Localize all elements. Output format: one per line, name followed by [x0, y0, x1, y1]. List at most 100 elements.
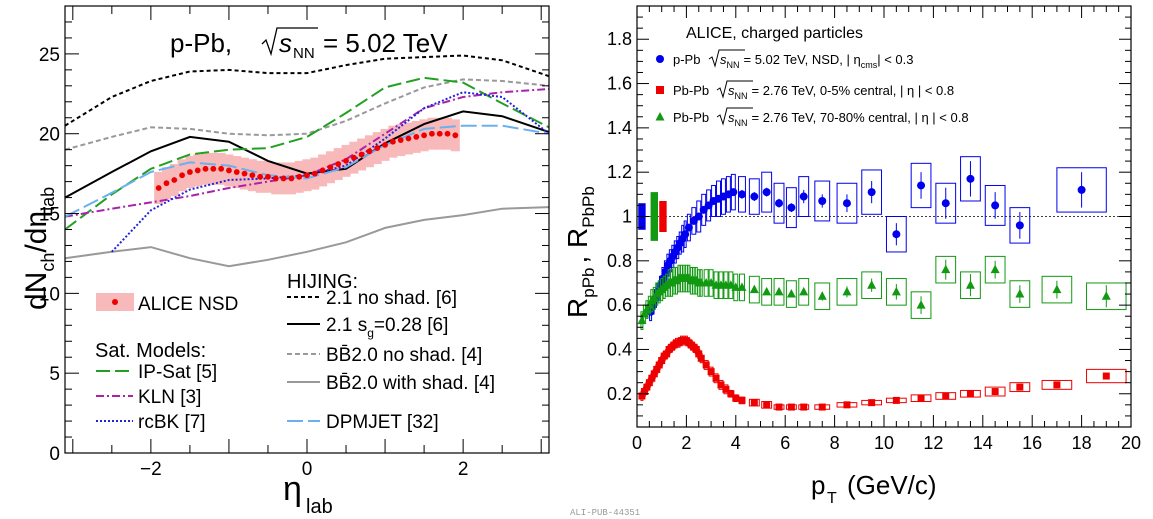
curve-5: [64, 76, 550, 231]
right-axis-ticks: 0 2 4 6 8 10 12 14 16 18 20 0.2 0.4 0.6 0.8 1 1.2 1.4 1.6 1…: [607, 6, 1141, 453]
alice-point: [272, 175, 279, 182]
alice-point: [366, 148, 373, 155]
left-title: p-Pb, s NN = 5.02 TeV: [170, 27, 448, 62]
legend-s: s: [728, 110, 735, 125]
alice-point: [249, 172, 256, 179]
point-pbpb-peripheral: [774, 286, 784, 296]
point-pbpb-peripheral: [762, 286, 772, 296]
alice-point: [452, 132, 459, 139]
point-ppb: [775, 199, 784, 208]
point-pbpb-central: [650, 370, 658, 378]
sqrt-symbol: [261, 27, 318, 57]
point-pbpb-central: [763, 401, 771, 409]
point-pbpb-peripheral: [799, 286, 809, 296]
y-tick-label: 0: [49, 444, 60, 465]
right-plot-area: [637, 156, 1131, 411]
rylabel-r2: , R: [562, 228, 593, 264]
sys-box: [885, 216, 907, 253]
point-pbpb-central: [658, 357, 666, 365]
legend-alice-marker: [112, 299, 118, 305]
alice-point: [405, 135, 412, 142]
alice-point: [233, 169, 240, 175]
point-pbpb-peripheral: [842, 286, 852, 296]
point-ppb: [787, 203, 796, 212]
point-pbpb-peripheral: [891, 286, 901, 296]
point-pbpb-peripheral: [916, 300, 926, 309]
point-pbpb-central: [1102, 372, 1110, 380]
legend-pre: Pb-Pb: [673, 110, 709, 125]
sys-box: [1086, 368, 1127, 384]
rx-tick-label: 14: [973, 433, 993, 453]
sys-box: [1041, 379, 1073, 390]
ry-tick-label: 0.4: [607, 339, 632, 359]
sys-box: [773, 182, 785, 224]
alice-point: [311, 170, 318, 177]
point-pbpb-central: [868, 399, 876, 407]
point-pbpb-central: [702, 361, 710, 369]
point-pbpb-central: [707, 368, 715, 376]
curve-3: [64, 78, 550, 151]
legend-header-hijing: HIJING:: [287, 271, 358, 293]
alice-point: [358, 151, 365, 158]
rxlabel-p: p: [811, 470, 825, 500]
point-pbpb-peripheral: [1015, 289, 1025, 298]
alice-point: [327, 164, 334, 171]
rx-tick-label: 20: [1121, 433, 1141, 453]
alice-point: [257, 173, 264, 180]
sys-box: [1009, 207, 1031, 244]
alice-point: [296, 173, 303, 180]
alice-point: [288, 175, 295, 182]
legend-hijing-label-4: BB̄2.0 with shad. [4]: [326, 373, 495, 394]
alice-point: [397, 137, 404, 144]
legend-sub: NN: [735, 118, 748, 128]
legend-marker-triangle: [655, 112, 665, 121]
point-ppb: [762, 188, 771, 197]
x-tick-label: 2: [458, 459, 469, 480]
curve-4: [64, 206, 550, 268]
left-legend: HIJING: Sat. Models: ALICE NSD 2.1 no sha…: [95, 271, 495, 433]
legend-marker-square: [656, 86, 664, 94]
point-pbpb-peripheral: [649, 293, 659, 302]
x-tick-label: 0: [302, 459, 313, 480]
legend-text: sNN = 2.76 TeV, 70-80% central, | η | < 0…: [728, 110, 969, 128]
point-pbpb-central: [692, 345, 700, 353]
sys-box: [984, 184, 1006, 226]
legend-sat-label: IP-Sat [5]: [138, 362, 217, 383]
legend-post: = 2.76 TeV, 0-5% central, | η | < 0.8: [752, 83, 955, 98]
sys-box: [785, 187, 797, 229]
point-pbpb-peripheral: [1101, 291, 1111, 300]
alice-point: [413, 134, 420, 140]
sys-box: [984, 386, 1006, 397]
point-ppb: [966, 174, 975, 183]
alice-point: [343, 157, 349, 164]
point-pbpb-central: [653, 365, 661, 373]
point-pbpb-peripheral: [990, 264, 1000, 274]
alice-point: [444, 130, 451, 137]
point-ppb: [1015, 221, 1024, 230]
sys-box: [814, 282, 831, 311]
rx-tick-label: 0: [632, 433, 642, 453]
ry-tick-label: 0.6: [607, 295, 632, 315]
point-pbpb-peripheral: [639, 308, 649, 318]
rx-tick-label: 16: [1022, 433, 1042, 453]
point-pbpb-central: [818, 403, 826, 411]
legend-s: s: [728, 83, 735, 98]
point-pbpb-central: [717, 381, 725, 389]
point-pbpb-central: [991, 388, 999, 396]
left-title-s: s: [279, 28, 292, 58]
point-pbpb-central: [695, 350, 703, 358]
left-title-sub: NN: [293, 45, 315, 62]
sys-box: [836, 182, 858, 224]
left-title-suffix: = 5.02 TeV: [323, 28, 448, 58]
point-pbpb-central: [732, 394, 740, 402]
alice-point: [421, 132, 427, 139]
curve-8: [64, 124, 550, 218]
alice-point: [218, 165, 225, 172]
right-ylabel: RpPb , RPbPb: [562, 186, 598, 318]
point-ppb: [941, 199, 950, 208]
rylabel-pbpb: PbPb: [579, 186, 598, 228]
point-pbpb-peripheral: [965, 280, 975, 289]
alice-point: [429, 130, 435, 137]
sys-box: [910, 291, 932, 319]
alice-point: [382, 141, 388, 148]
